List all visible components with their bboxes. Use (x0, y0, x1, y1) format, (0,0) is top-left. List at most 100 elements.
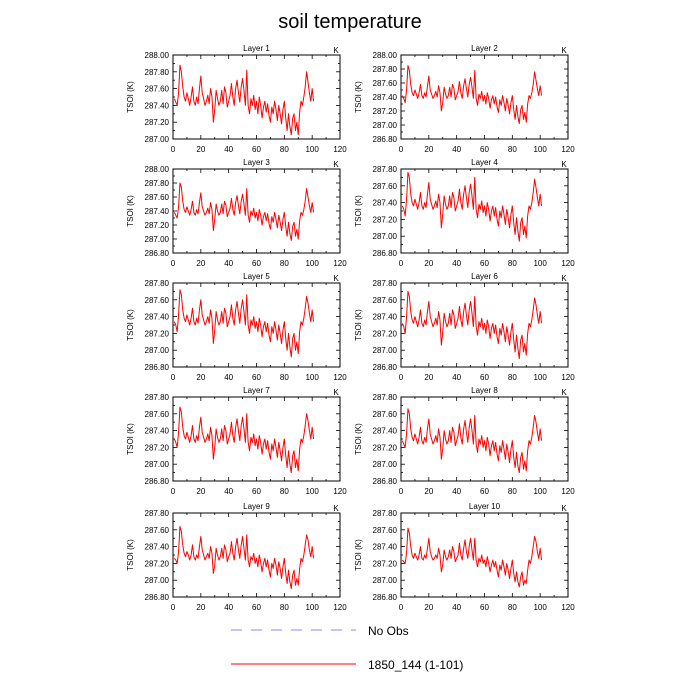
series-line (173, 64, 315, 136)
x-tick-label: 0 (399, 603, 404, 612)
y-tick-label: 287.20 (145, 443, 170, 452)
chart-panel-6: Layer 6 K TSOI (K) 0 20 40 60 80 100 120 286.80 287… (354, 272, 575, 382)
x-tick-label: 20 (196, 145, 205, 154)
y-tick-label: 287.60 (145, 193, 170, 202)
panel-title: Layer 9 (243, 502, 270, 511)
unit-label: K (561, 274, 567, 283)
y-tick-label: 287.40 (145, 207, 170, 216)
x-tick-label: 0 (171, 259, 176, 268)
x-tick-label: 40 (452, 603, 461, 612)
y-tick-label: 287.60 (373, 410, 398, 419)
panel-title: Layer 7 (243, 386, 270, 395)
y-tick-label: 287.40 (145, 543, 170, 552)
chart-panel-10: Layer 10 K TSOI (K) 0 20 40 60 80 100 120 286.80 28… (354, 502, 575, 612)
x-tick-label: 0 (399, 373, 404, 382)
x-tick-label: 100 (533, 487, 547, 496)
x-tick-label: 40 (452, 373, 461, 382)
plot-frame (172, 54, 341, 140)
y-tick-label: 287.60 (373, 296, 398, 305)
y-axis-label: TSOI (K) (126, 195, 135, 227)
y-tick-label: 286.80 (145, 363, 170, 372)
unit-label: K (561, 160, 567, 169)
x-tick-label: 100 (533, 145, 547, 154)
x-tick-label: 100 (305, 487, 319, 496)
x-tick-label: 0 (399, 145, 404, 154)
y-tick-label: 287.60 (145, 296, 170, 305)
panel-title: Layer 6 (471, 272, 498, 281)
y-axis-label: TSOI (K) (354, 81, 363, 113)
x-tick-label: 20 (424, 259, 433, 268)
x-tick-label: 120 (561, 373, 575, 382)
y-tick-label: 287.20 (145, 221, 170, 230)
series-line (402, 527, 543, 588)
x-tick-label: 80 (508, 373, 517, 382)
x-tick-label: 60 (480, 487, 489, 496)
x-tick-label: 40 (224, 373, 233, 382)
y-tick-label: 287.20 (373, 443, 398, 452)
chart-panel-8: Layer 8 K TSOI (K) 0 20 40 60 80 100 120 286.80 287… (354, 386, 575, 496)
series-line (401, 290, 543, 360)
panel-title: Layer 1 (243, 44, 270, 53)
y-tick-label: 287.80 (373, 165, 398, 174)
x-tick-label: 120 (561, 487, 575, 496)
series-line (173, 406, 315, 474)
x-tick-label: 120 (561, 603, 575, 612)
y-tick-label: 286.80 (145, 593, 170, 602)
y-tick-label: 287.20 (373, 107, 398, 116)
y-tick-label: 287.20 (145, 118, 170, 127)
y-tick-label: 287.20 (373, 559, 398, 568)
y-axis-label: TSOI (K) (354, 309, 363, 341)
y-axis-label: TSOI (K) (126, 81, 135, 113)
unit-label: K (561, 388, 567, 397)
y-axis-label: TSOI (K) (126, 309, 135, 341)
x-tick-label: 80 (508, 145, 517, 154)
series-line (401, 65, 543, 125)
figure-title: soil temperature (278, 11, 421, 33)
y-tick-label: 286.80 (373, 593, 398, 602)
y-tick-label: 286.80 (373, 135, 398, 144)
plot-frame (400, 168, 569, 254)
legend-no-obs-label: No Obs (368, 624, 409, 638)
x-tick-label: 60 (480, 259, 489, 268)
chart-panel-9: Layer 9 K TSOI (K) 0 20 40 60 80 100 120 286.80 287… (126, 502, 347, 612)
x-tick-label: 80 (508, 259, 517, 268)
y-tick-label: 287.40 (373, 427, 398, 436)
x-tick-label: 120 (333, 603, 347, 612)
x-tick-label: 60 (480, 145, 489, 154)
y-tick-label: 287.60 (145, 526, 170, 535)
y-axis-label: TSOI (K) (354, 423, 363, 455)
x-tick-label: 0 (399, 487, 404, 496)
x-tick-label: 80 (280, 259, 289, 268)
series-line (173, 182, 315, 241)
x-tick-label: 100 (533, 373, 547, 382)
x-tick-label: 120 (333, 259, 347, 268)
y-tick-label: 288.00 (145, 51, 170, 60)
y-tick-label: 287.40 (145, 313, 170, 322)
y-tick-label: 287.00 (145, 576, 170, 585)
x-tick-label: 80 (280, 603, 289, 612)
x-tick-label: 0 (171, 603, 176, 612)
y-tick-label: 287.40 (145, 101, 170, 110)
panel-title: Layer 5 (243, 272, 270, 281)
y-tick-label: 288.00 (145, 165, 170, 174)
x-tick-label: 20 (196, 487, 205, 496)
y-tick-label: 287.80 (145, 393, 170, 402)
x-tick-label: 120 (561, 259, 575, 268)
chart-panel-3: Layer 3 K TSOI (K) 0 20 40 60 80 100 120 286.80 287… (126, 158, 347, 268)
y-tick-label: 287.80 (373, 279, 398, 288)
y-tick-label: 287.20 (145, 329, 170, 338)
series-line (173, 289, 315, 358)
panel-grid: Layer 1 K TSOI (K) 0 20 40 60 80 100 120 287.00 287… (126, 44, 575, 612)
panel-title: Layer 2 (471, 44, 498, 53)
x-tick-label: 60 (252, 487, 261, 496)
unit-label: K (561, 46, 567, 55)
x-tick-label: 20 (424, 145, 433, 154)
chart-panel-2: Layer 2 K TSOI (K) 0 20 40 60 80 100 120 286.80 287… (354, 44, 575, 154)
x-tick-label: 60 (252, 145, 261, 154)
y-axis-label: TSOI (K) (126, 539, 135, 571)
series-line (401, 171, 543, 242)
unit-label: K (333, 388, 339, 397)
x-tick-label: 40 (224, 603, 233, 612)
x-tick-label: 20 (424, 603, 433, 612)
y-tick-label: 287.40 (373, 93, 398, 102)
